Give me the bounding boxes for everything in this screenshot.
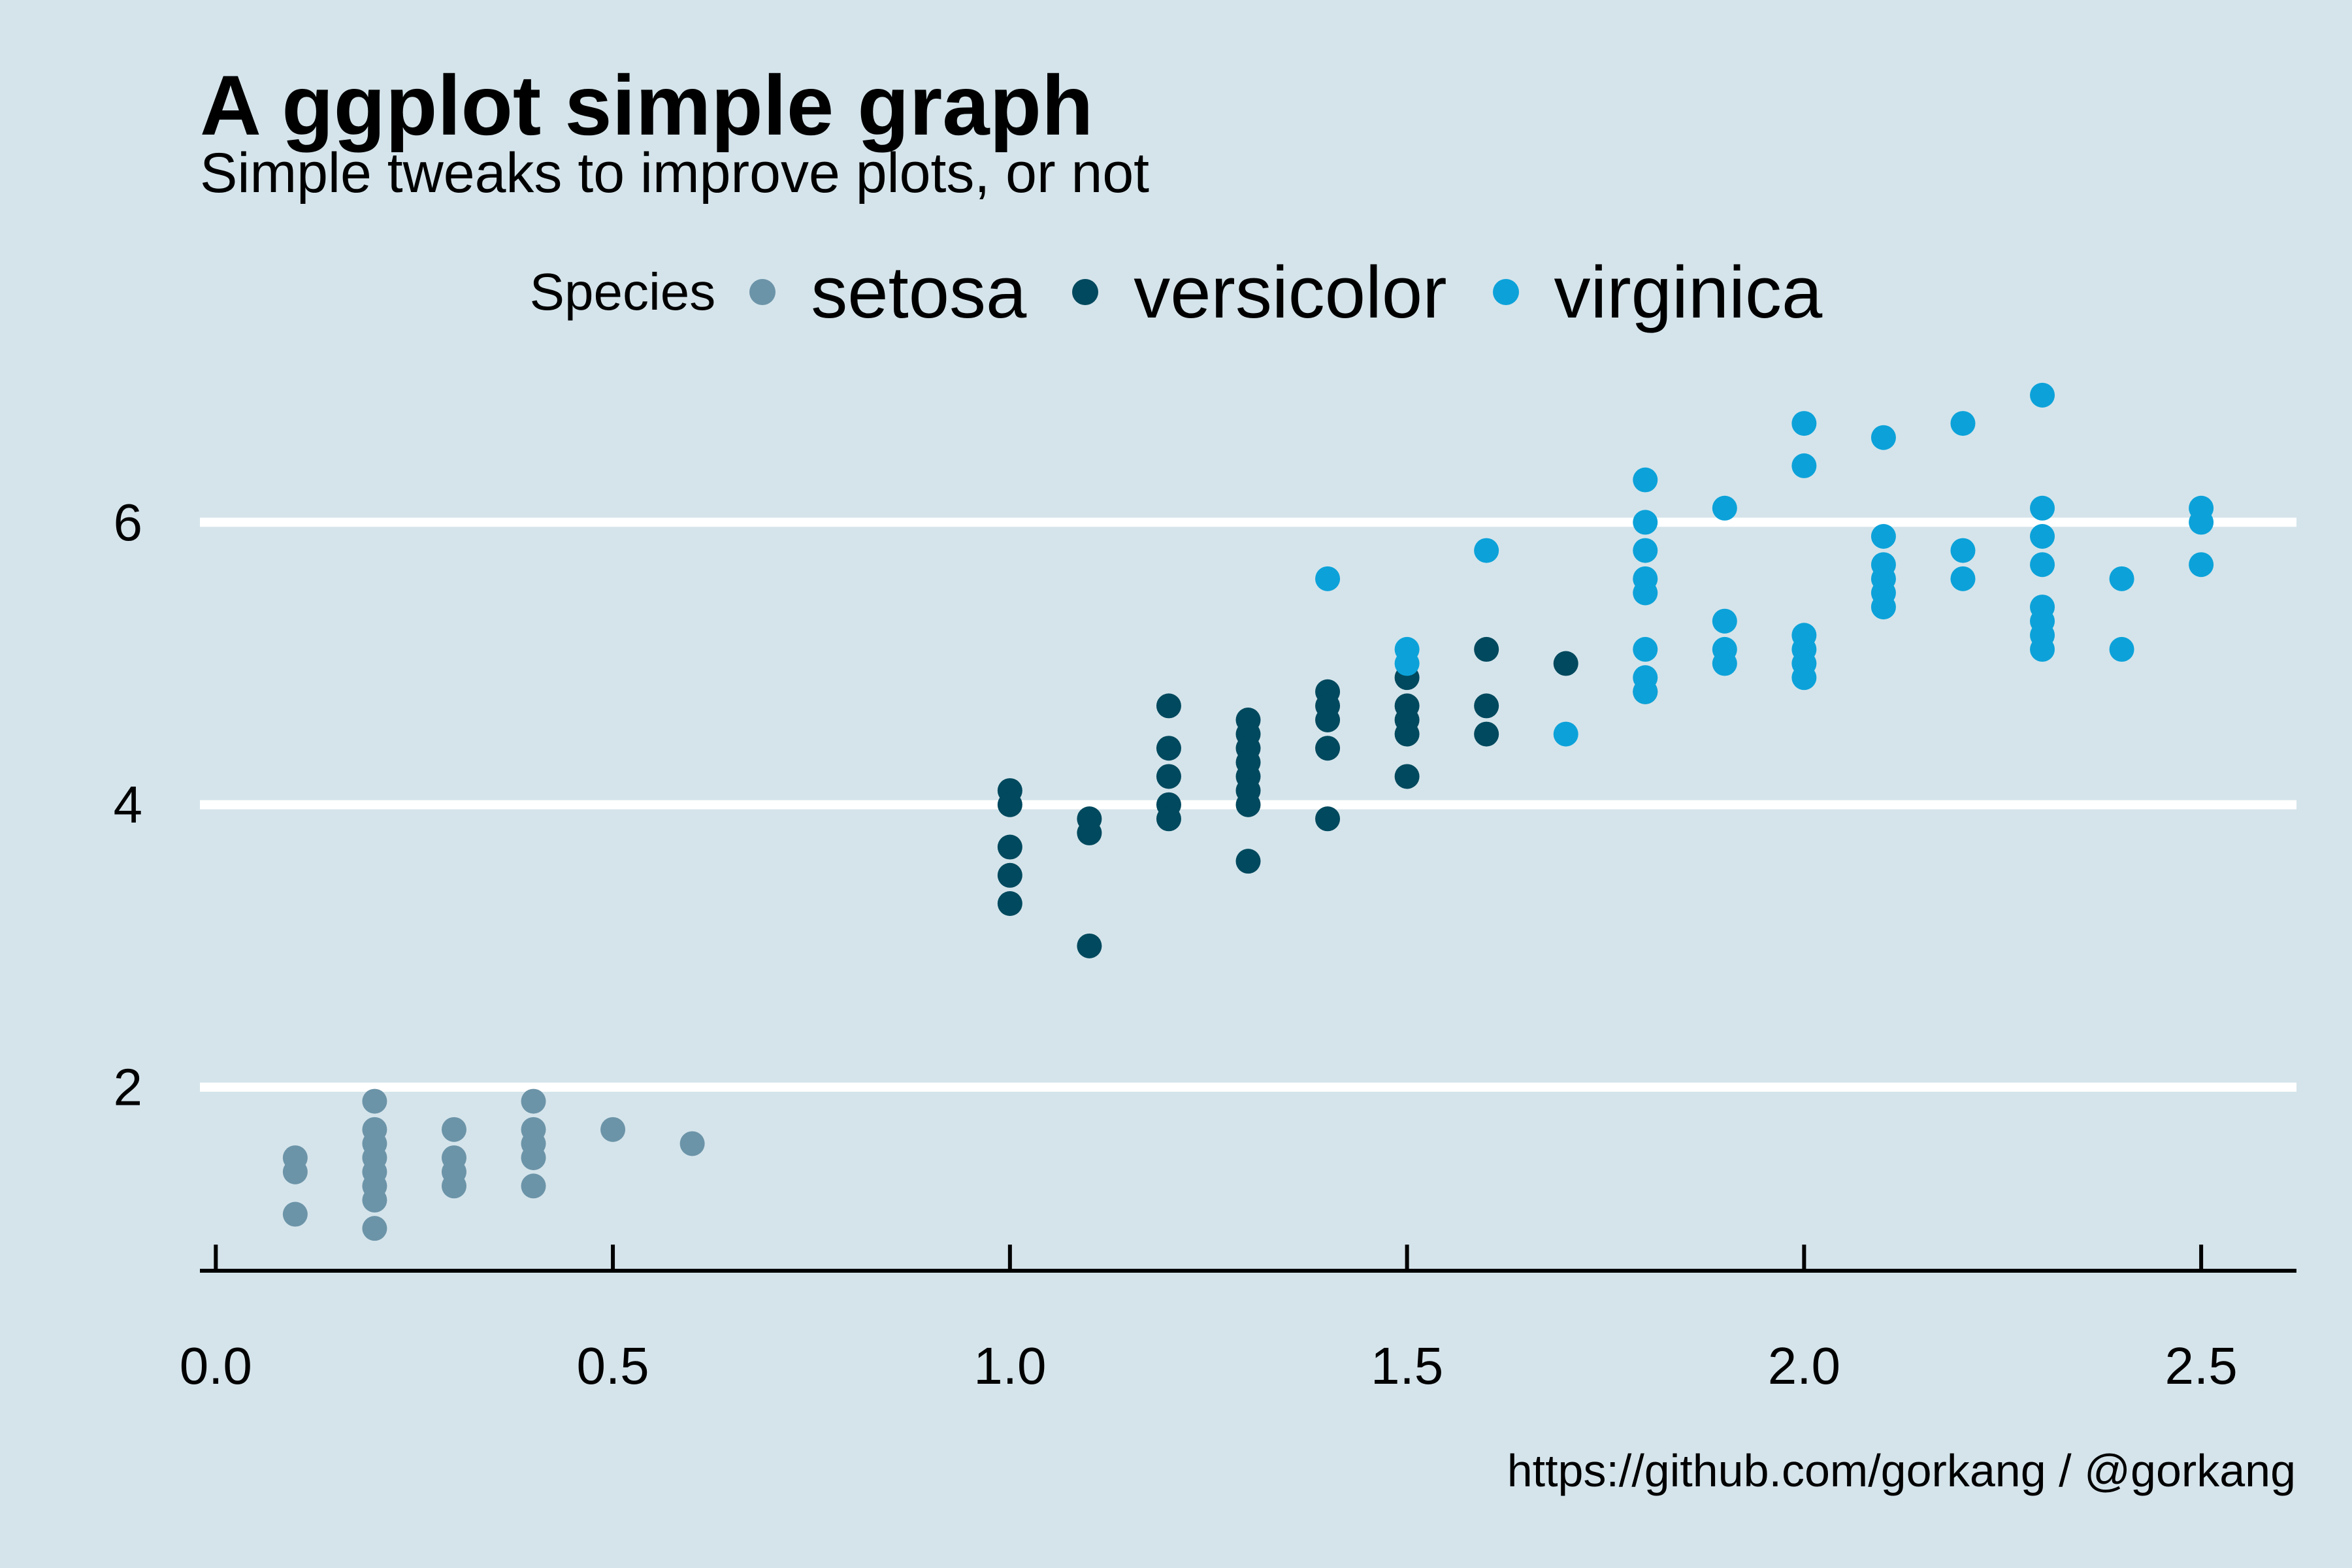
point-versicolor-6 <box>1077 820 1102 845</box>
legend-key-virginica <box>1492 279 1519 305</box>
legend: Species setosa versicolor virginica <box>0 243 2352 341</box>
point-versicolor-7 <box>1077 933 1102 958</box>
point-virginica-13 <box>1712 495 1737 521</box>
point-setosa-10 <box>362 1216 387 1241</box>
point-setosa-19 <box>521 1173 546 1199</box>
point-virginica-7 <box>1633 538 1658 563</box>
chart-title: A ggplot simple graph <box>200 57 1094 153</box>
point-versicolor-2 <box>997 834 1022 860</box>
point-virginica-40 <box>2109 566 2134 591</box>
point-setosa-1 <box>282 1159 308 1184</box>
y-tick-label-4: 4 <box>114 776 143 834</box>
point-setosa-9 <box>362 1187 387 1213</box>
point-virginica-39 <box>2030 636 2055 662</box>
legend-item-setosa: setosa <box>749 250 1026 335</box>
point-virginica-34 <box>2030 524 2055 549</box>
point-versicolor-3 <box>997 862 1022 888</box>
x-tick-label-1.0: 1.0 <box>973 1337 1046 1395</box>
point-versicolor-34 <box>1553 651 1578 676</box>
point-setosa-3 <box>362 1088 387 1114</box>
legend-item-versicolor: versicolor <box>1072 250 1447 335</box>
point-virginica-14 <box>1712 608 1737 634</box>
point-versicolor-24 <box>1315 736 1341 761</box>
point-virginica-4 <box>1553 721 1578 747</box>
point-virginica-18 <box>1791 453 1817 478</box>
point-versicolor-4 <box>997 891 1022 916</box>
point-virginica-30 <box>1950 538 1976 563</box>
point-virginica-29 <box>1950 411 1976 436</box>
point-virginica-0 <box>1315 566 1341 591</box>
point-virginica-23 <box>1870 425 1896 450</box>
point-virginica-24 <box>1870 524 1896 549</box>
legend-label-virginica: virginica <box>1554 251 1823 333</box>
point-virginica-16 <box>1712 651 1737 676</box>
point-virginica-17 <box>1791 411 1817 436</box>
point-virginica-22 <box>1791 665 1817 691</box>
legend-label-versicolor: versicolor <box>1134 251 1447 333</box>
y-tick-label-2: 2 <box>114 1058 143 1117</box>
legend-title: Species <box>529 263 716 321</box>
point-setosa-15 <box>521 1088 546 1114</box>
point-setosa-2 <box>282 1201 308 1227</box>
x-tick-label-0.5: 0.5 <box>576 1337 649 1395</box>
x-tick-label-2.5: 2.5 <box>2165 1337 2238 1395</box>
point-setosa-20 <box>600 1117 626 1142</box>
point-versicolor-25 <box>1315 806 1341 832</box>
point-versicolor-29 <box>1394 721 1420 747</box>
point-virginica-28 <box>1870 595 1896 620</box>
x-tick-label-0.0: 0.0 <box>180 1337 252 1395</box>
point-virginica-3 <box>1474 538 1499 563</box>
point-virginica-32 <box>2030 382 2055 408</box>
point-versicolor-8 <box>1156 693 1181 719</box>
point-virginica-12 <box>1633 679 1658 704</box>
point-virginica-43 <box>2189 510 2214 535</box>
point-versicolor-10 <box>1156 764 1181 789</box>
point-virginica-5 <box>1633 467 1658 493</box>
point-virginica-33 <box>2030 495 2055 521</box>
point-virginica-35 <box>2030 552 2055 578</box>
point-versicolor-33 <box>1474 721 1499 747</box>
point-virginica-6 <box>1633 510 1658 535</box>
point-versicolor-31 <box>1474 636 1499 662</box>
point-setosa-11 <box>441 1117 466 1142</box>
point-versicolor-30 <box>1394 764 1420 789</box>
legend-item-virginica: virginica <box>1492 250 1823 335</box>
x-tick-label-1.5: 1.5 <box>1371 1337 1443 1395</box>
chart-subtitle: Simple tweaks to improve plots, or not <box>200 142 1150 204</box>
point-versicolor-9 <box>1156 736 1181 761</box>
point-virginica-2 <box>1394 651 1420 676</box>
point-versicolor-32 <box>1474 693 1499 719</box>
chart-caption: https://github.com/gorkang / @gorkang <box>1507 1445 2296 1496</box>
point-setosa-14 <box>441 1173 466 1199</box>
point-virginica-9 <box>1633 580 1658 606</box>
point-virginica-10 <box>1633 636 1658 662</box>
point-versicolor-1 <box>997 792 1022 817</box>
y-tick-label-6: 6 <box>114 493 143 551</box>
legend-key-versicolor <box>1072 279 1099 305</box>
point-setosa-18 <box>521 1145 546 1171</box>
point-versicolor-20 <box>1235 849 1261 874</box>
point-virginica-44 <box>2189 552 2214 578</box>
point-virginica-41 <box>2109 636 2134 662</box>
point-versicolor-19 <box>1235 792 1261 817</box>
point-versicolor-23 <box>1315 708 1341 732</box>
point-setosa-21 <box>679 1131 705 1156</box>
legend-key-setosa <box>749 279 776 305</box>
point-versicolor-12 <box>1156 806 1181 832</box>
x-tick-label-2.0: 2.0 <box>1768 1337 1840 1395</box>
point-virginica-31 <box>1950 566 1976 591</box>
legend-label-setosa: setosa <box>811 251 1027 333</box>
